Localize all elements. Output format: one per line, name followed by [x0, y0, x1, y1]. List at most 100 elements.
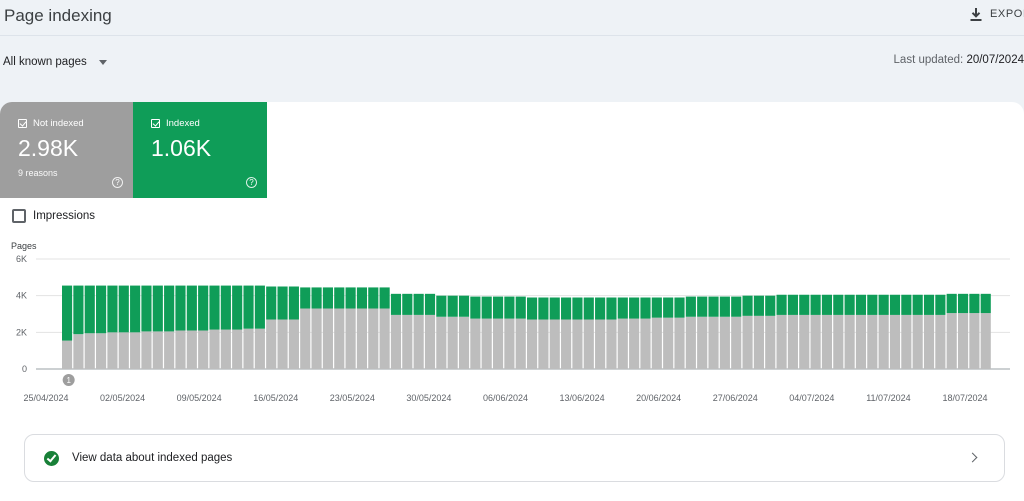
- bar-indexed: [390, 293, 402, 315]
- bar-not-indexed: [84, 333, 95, 369]
- bar-indexed: [833, 294, 844, 315]
- bar-indexed: [368, 287, 379, 309]
- bar-indexed: [73, 285, 84, 335]
- bar-indexed: [901, 294, 912, 315]
- bar-indexed: [889, 294, 901, 315]
- bar-indexed: [776, 294, 787, 315]
- bar-indexed: [753, 295, 764, 316]
- bar-not-indexed: [288, 319, 299, 369]
- bar-indexed: [84, 285, 95, 334]
- help-icon[interactable]: ?: [246, 177, 257, 188]
- bar-not-indexed: [912, 314, 923, 369]
- not-indexed-tile-header: Not indexed: [18, 118, 133, 129]
- bar-not-indexed: [390, 314, 402, 369]
- y-axis-title: Pages: [11, 241, 37, 251]
- bar-indexed: [595, 297, 606, 320]
- bar-indexed: [685, 296, 696, 317]
- bar-not-indexed: [663, 317, 674, 369]
- bar-indexed: [515, 296, 526, 319]
- bar-not-indexed: [640, 318, 651, 369]
- bar-not-indexed: [969, 313, 980, 369]
- x-tick-label: 25/04/2024: [23, 393, 68, 403]
- checkbox-checked-icon: [18, 119, 27, 128]
- bar-not-indexed: [821, 314, 833, 369]
- bar-not-indexed: [379, 308, 390, 369]
- bar-indexed: [855, 294, 867, 315]
- bar-indexed: [878, 294, 889, 315]
- bar-not-indexed: [946, 313, 957, 369]
- x-tick-label: 09/05/2024: [177, 393, 222, 403]
- bar-not-indexed: [617, 318, 628, 369]
- indexed-tile[interactable]: Indexed 1.06K ?: [133, 102, 267, 198]
- bar-not-indexed: [368, 308, 379, 369]
- help-icon[interactable]: ?: [112, 177, 123, 188]
- bar-indexed: [708, 296, 719, 317]
- bar-not-indexed: [572, 319, 583, 369]
- bar-not-indexed: [424, 314, 436, 369]
- annotation-label: 1: [66, 376, 71, 385]
- bar-not-indexed: [527, 319, 538, 369]
- bar-not-indexed: [810, 314, 821, 369]
- indexed-label: Indexed: [166, 118, 200, 129]
- bar-indexed: [549, 297, 560, 320]
- page-filter-dropdown[interactable]: All known pages: [3, 53, 107, 71]
- page-title: Page indexing: [4, 6, 112, 25]
- bar-indexed: [186, 285, 197, 331]
- export-button[interactable]: EXPORT: [970, 4, 1024, 24]
- bar-not-indexed: [311, 308, 322, 369]
- impressions-checkbox[interactable]: Impressions: [12, 209, 95, 223]
- bar-not-indexed: [220, 329, 231, 369]
- y-tick-label: 2K: [16, 327, 27, 337]
- bar-not-indexed: [130, 332, 141, 369]
- y-tick-label: 0: [22, 364, 27, 374]
- bar-indexed: [674, 297, 685, 318]
- bar-not-indexed: [844, 314, 855, 369]
- x-tick-label: 16/05/2024: [253, 393, 298, 403]
- bar-not-indexed: [73, 334, 84, 369]
- bar-not-indexed: [232, 329, 243, 369]
- last-updated: Last updated: 20/07/2024: [894, 54, 1024, 66]
- bar-not-indexed: [957, 313, 969, 369]
- bar-indexed: [617, 297, 628, 319]
- bar-not-indexed: [833, 314, 844, 369]
- bar-indexed: [447, 295, 458, 317]
- bar-not-indexed: [107, 332, 118, 369]
- bar-indexed: [152, 285, 163, 332]
- bar-indexed: [232, 285, 243, 330]
- bar-indexed: [311, 287, 322, 309]
- bar-indexed: [787, 294, 798, 315]
- indexing-chart: Pages 0 2K 4K 6K 1 25/04/2024 02/05/2024 09/05/2…: [11, 241, 1010, 403]
- bar-indexed: [765, 295, 776, 316]
- bar-indexed: [436, 295, 447, 317]
- view-indexed-pages-link[interactable]: View data about indexed pages: [24, 434, 1005, 482]
- bar-not-indexed: [266, 319, 277, 369]
- bar-not-indexed: [164, 331, 175, 369]
- bar-not-indexed: [889, 314, 901, 369]
- bar-indexed: [288, 286, 299, 320]
- bar-not-indexed: [356, 308, 368, 369]
- bar-not-indexed: [515, 318, 526, 369]
- bar-indexed: [334, 287, 345, 309]
- bar-not-indexed: [209, 329, 220, 369]
- bar-indexed: [538, 297, 549, 320]
- bar-not-indexed: [254, 328, 265, 369]
- bar-not-indexed: [470, 318, 481, 369]
- top-bar: Page indexing EXPORT: [0, 0, 1024, 36]
- bar-indexed: [731, 296, 742, 317]
- bar-indexed: [254, 285, 265, 329]
- bar-not-indexed: [901, 314, 912, 369]
- bar-indexed: [606, 297, 617, 320]
- bar-indexed: [209, 285, 220, 330]
- bar-indexed: [277, 286, 288, 320]
- not-indexed-tile[interactable]: Not indexed 2.98K 9 reasons ?: [0, 102, 133, 198]
- bar-not-indexed: [96, 333, 107, 369]
- bar-indexed: [810, 294, 821, 315]
- bar-indexed: [470, 296, 481, 319]
- bar-not-indexed: [345, 308, 356, 369]
- bar-not-indexed: [935, 314, 946, 369]
- x-tick-label: 13/06/2024: [560, 393, 605, 403]
- bar-not-indexed: [175, 330, 186, 369]
- checkbox-checked-icon: [151, 119, 160, 128]
- bar-indexed: [504, 296, 515, 319]
- bar-indexed: [424, 293, 436, 315]
